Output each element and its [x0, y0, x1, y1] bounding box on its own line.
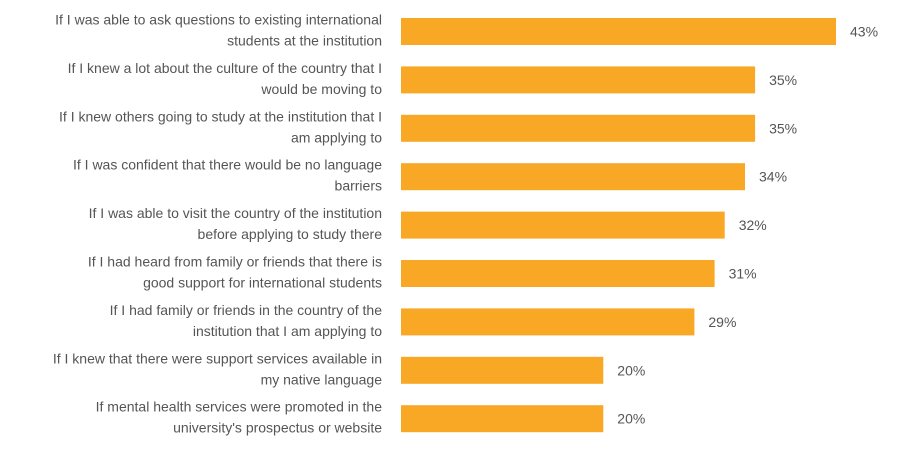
category-label-line: would be moving to	[260, 81, 382, 97]
category-label-line: If I knew that there were support servic…	[53, 350, 382, 366]
bar-1	[401, 18, 836, 45]
value-label-9: 20%	[617, 411, 645, 427]
category-label-line: students at the institution	[227, 33, 382, 49]
category-label-line: If I had family or friends in the countr…	[110, 302, 383, 318]
category-label-8: If I knew that there were support servic…	[53, 350, 382, 387]
category-label-line: If I knew others going to study at the i…	[59, 108, 382, 124]
value-label-4: 34%	[759, 169, 787, 185]
value-label-7: 29%	[708, 314, 736, 330]
category-label-line: am applying to	[291, 129, 382, 145]
category-label-3: If I knew others going to study at the i…	[59, 108, 382, 145]
bar-3	[401, 114, 756, 142]
category-label-line: barriers	[335, 178, 382, 194]
category-label-1: If I was able to ask questions to existi…	[55, 12, 382, 49]
category-labels-group: If I was able to ask questions to existi…	[53, 12, 382, 436]
value-label-5: 32%	[739, 217, 767, 233]
category-label-4: If I was confident that there would be n…	[73, 157, 382, 194]
category-label-line: If I knew a lot about the culture of the…	[68, 60, 382, 76]
bar-8	[401, 356, 604, 384]
bar-7	[401, 308, 695, 336]
category-label-line: my native language	[261, 371, 383, 387]
category-label-line: If I was able to visit the country of th…	[89, 205, 382, 221]
category-label-6: If I had heard from family or friends th…	[88, 254, 382, 291]
bar-9	[401, 405, 604, 433]
value-label-2: 35%	[769, 72, 797, 88]
bars-group	[401, 18, 836, 433]
value-labels-group: 43% 35% 35% 34% 32% 31% 29% 20% 20%	[617, 24, 878, 427]
bar-6	[401, 260, 715, 287]
category-label-line: institution that I am applying to	[193, 323, 382, 339]
category-label-2: If I knew a lot about the culture of the…	[68, 60, 383, 97]
category-label-9: If mental health services were promoted …	[96, 399, 383, 436]
category-label-line: If I was able to ask questions to existi…	[55, 12, 382, 28]
value-label-8: 20%	[617, 362, 645, 378]
bar-4	[401, 163, 745, 191]
category-label-line: If mental health services were promoted …	[96, 399, 383, 415]
bar-5	[401, 211, 725, 239]
bar-2	[401, 66, 756, 94]
category-label-line: before applying to study there	[198, 226, 383, 242]
category-label-line: If I had heard from family or friends th…	[88, 254, 382, 270]
category-label-line: good support for international students	[143, 275, 382, 291]
value-label-3: 35%	[769, 120, 797, 136]
value-label-6: 31%	[729, 266, 757, 282]
value-label-1: 43%	[850, 24, 878, 40]
category-label-line: If I was confident that there would be n…	[73, 157, 382, 173]
category-label-7: If I had family or friends in the countr…	[110, 302, 383, 339]
category-label-5: If I was able to visit the country of th…	[89, 205, 383, 242]
category-label-line: university's prospectus or website	[173, 420, 382, 436]
